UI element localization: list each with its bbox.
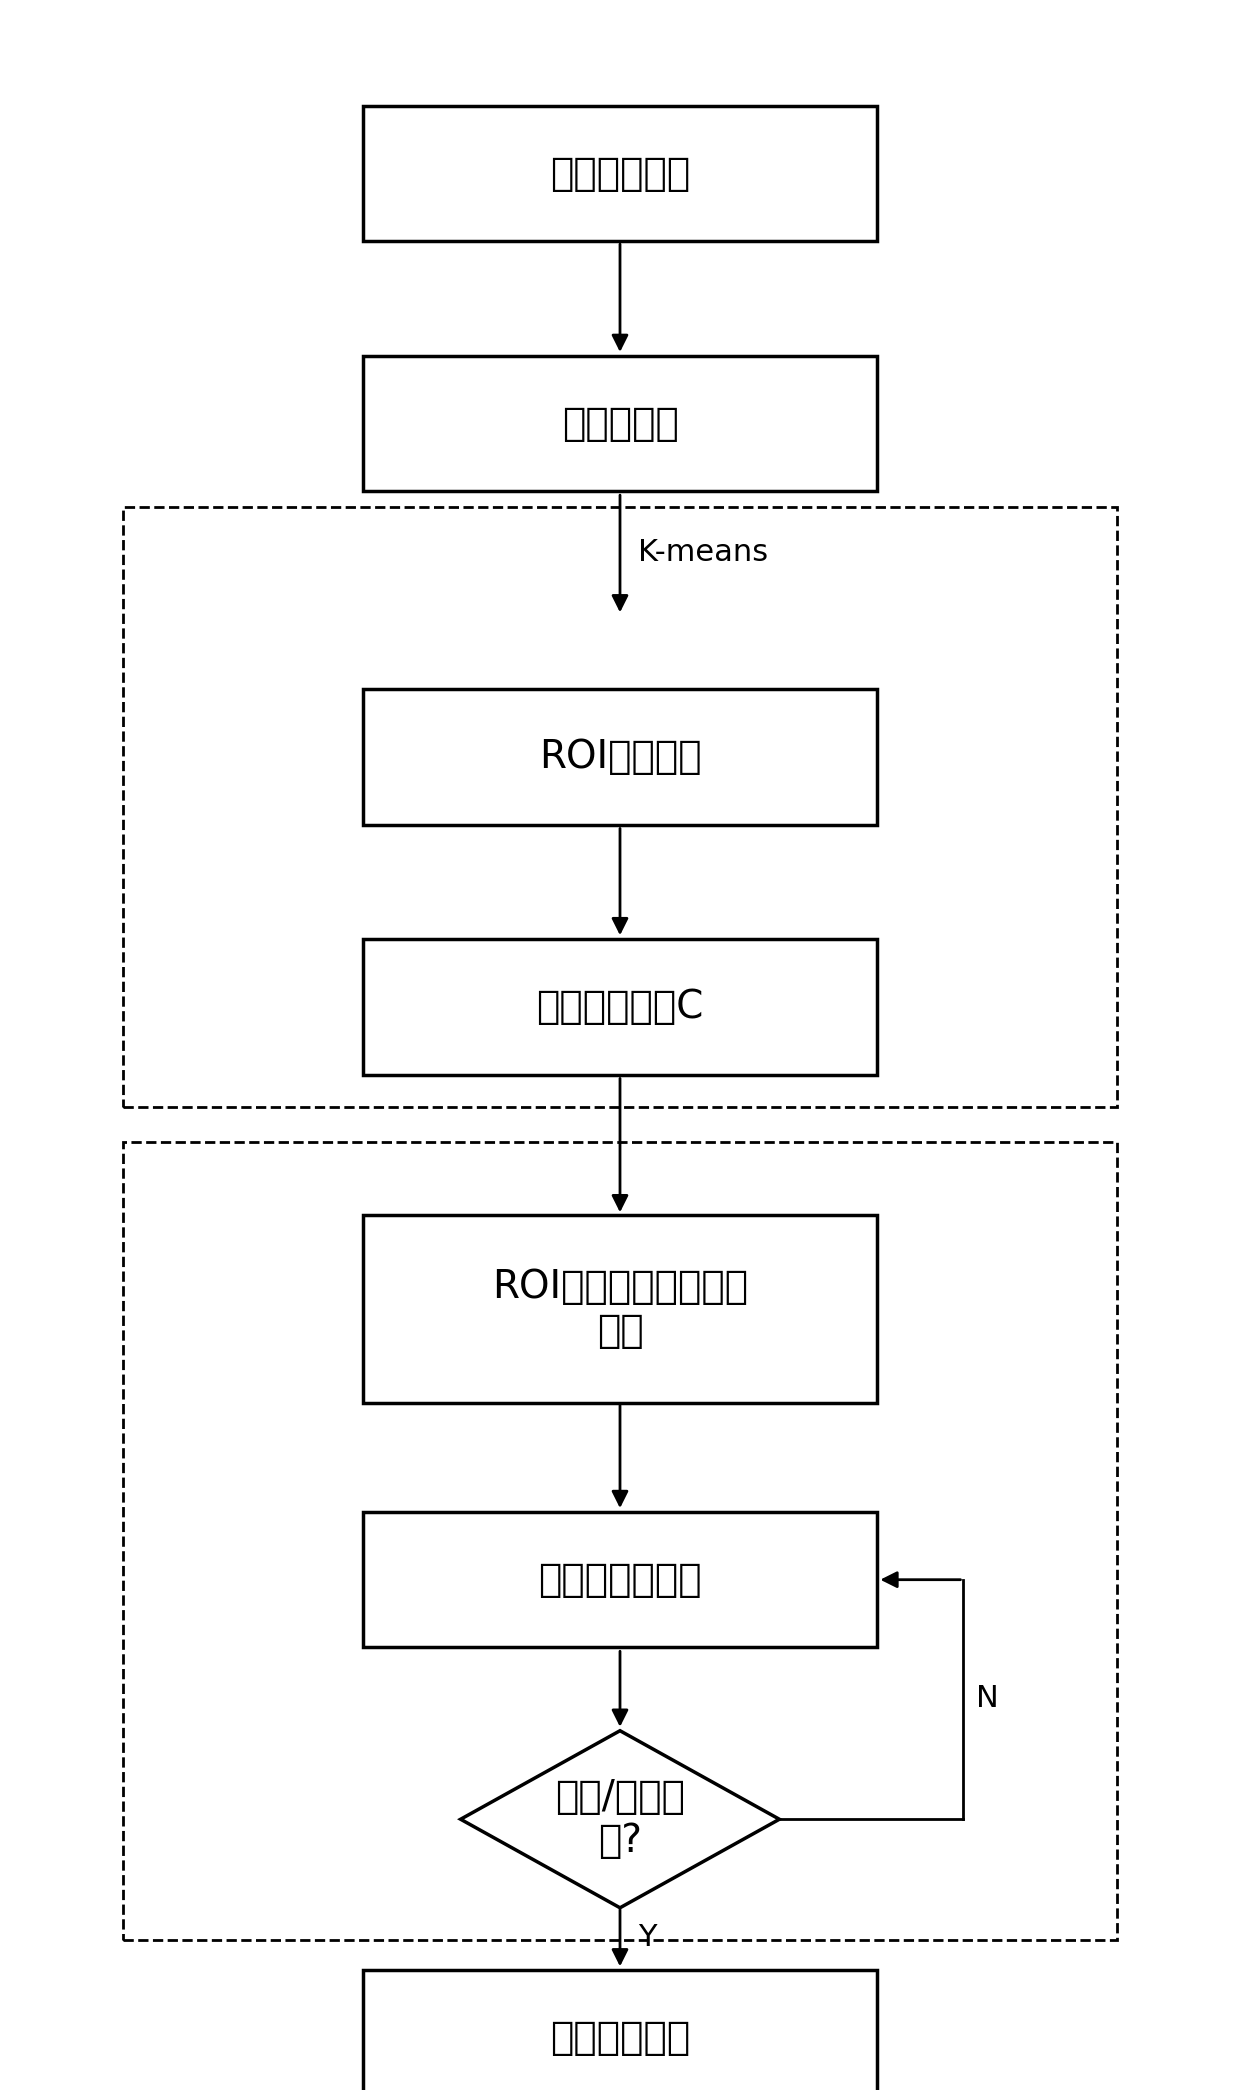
Text: 图像预处理: 图像预处理	[562, 405, 678, 442]
Text: Y: Y	[639, 1923, 657, 1952]
Text: 输入原始图像: 输入原始图像	[549, 155, 691, 193]
Text: ROI区域内外灰度均值
计算: ROI区域内外灰度均值 计算	[492, 1269, 748, 1350]
Bar	[362, 356, 878, 491]
Bar	[124, 507, 1116, 1107]
Text: K-means: K-means	[639, 539, 769, 566]
Text: 收敛/迭代次
数?: 收敛/迭代次 数?	[556, 1778, 684, 1860]
Polygon shape	[460, 1730, 780, 1908]
Bar	[124, 1143, 1116, 1940]
Text: 水肿区域标记: 水肿区域标记	[549, 2019, 691, 2057]
Bar	[362, 105, 878, 241]
Bar	[362, 1214, 878, 1403]
Text: N: N	[976, 1684, 998, 1713]
Bar	[362, 690, 878, 824]
Bar	[362, 1512, 878, 1648]
Text: 水平集演化曲线: 水平集演化曲线	[538, 1560, 702, 1598]
Text: 初始演化曲线C: 初始演化曲线C	[537, 988, 703, 1025]
Bar	[362, 939, 878, 1074]
Bar	[362, 1971, 878, 2097]
Text: ROI区域识别: ROI区域识别	[538, 738, 702, 776]
